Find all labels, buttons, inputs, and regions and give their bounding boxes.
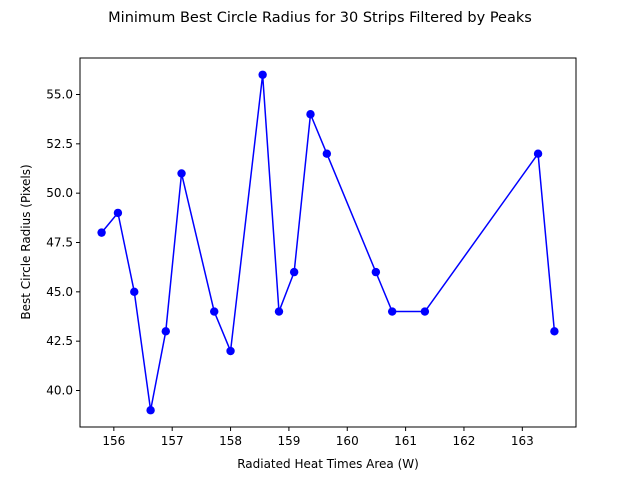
data-point xyxy=(146,406,155,415)
x-tick-label: 160 xyxy=(336,434,359,448)
data-point xyxy=(161,327,170,336)
x-axis-label: Radiated Heat Times Area (W) xyxy=(237,457,419,471)
y-tick-label: 45.0 xyxy=(46,285,73,299)
y-tick-label: 50.0 xyxy=(46,186,73,200)
data-point xyxy=(258,70,267,79)
x-tick-label: 159 xyxy=(277,434,300,448)
x-tick-label: 161 xyxy=(394,434,417,448)
data-point xyxy=(210,307,219,316)
x-tick-label: 156 xyxy=(102,434,125,448)
x-axis-ticks: 156 157 158 159 160 161 162 163 xyxy=(102,427,534,448)
data-point xyxy=(322,149,332,158)
data-point xyxy=(533,149,543,158)
data-point xyxy=(420,307,430,316)
series-line xyxy=(101,74,556,411)
data-point xyxy=(289,267,299,277)
data-point xyxy=(113,208,123,218)
data-point xyxy=(226,346,235,356)
plot-area xyxy=(80,58,576,427)
plot-frame xyxy=(79,57,577,428)
y-tick-label: 47.5 xyxy=(46,236,73,250)
data-point xyxy=(97,228,106,237)
y-tick-label: 40.0 xyxy=(46,383,73,397)
series-layer xyxy=(97,70,559,415)
x-tick-label: 162 xyxy=(453,434,476,448)
y-tick-label: 42.5 xyxy=(46,334,73,348)
y-tick-label: 55.0 xyxy=(46,88,73,102)
data-point xyxy=(177,169,186,178)
data-point xyxy=(387,307,397,316)
data-point xyxy=(550,327,559,336)
x-tick-label: 158 xyxy=(219,434,242,448)
data-point xyxy=(130,287,139,297)
x-tick-label: 157 xyxy=(161,434,184,448)
data-point xyxy=(274,307,284,316)
x-tick-label: 163 xyxy=(511,434,534,448)
y-axis-ticks: 40.0 42.5 45.0 47.5 50.0 52.5 55.0 xyxy=(46,88,80,397)
y-axis-label: Best Circle Radius (Pixels) xyxy=(19,164,33,319)
data-point xyxy=(371,267,381,277)
y-tick-label: 52.5 xyxy=(46,137,73,151)
chart-title: Minimum Best Circle Radius for 30 Strips… xyxy=(108,10,532,26)
data-point xyxy=(306,110,315,119)
